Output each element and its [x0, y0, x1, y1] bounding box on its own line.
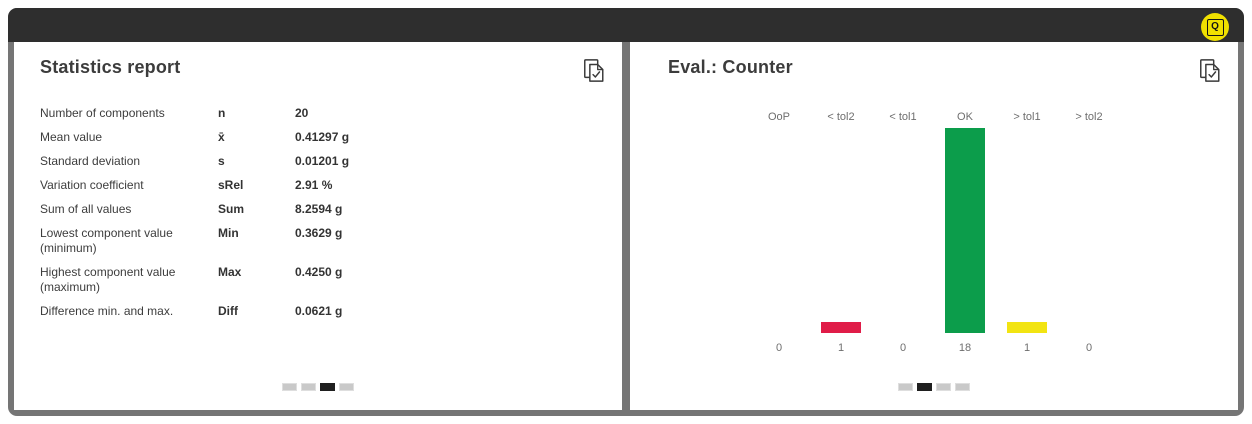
statistics-report-panel: Statistics report Number of components n 2… [14, 42, 622, 410]
stats-row: Number of components n 20 [40, 106, 460, 121]
app-window: Q Statistics report Number of components… [8, 8, 1244, 416]
q-letter: Q [1211, 21, 1219, 32]
title-bar [8, 8, 1244, 42]
page-indicator-dot[interactable] [282, 383, 297, 391]
stats-value: 2.91 % [295, 178, 333, 192]
chart-bar-column [810, 128, 872, 333]
quick-access-button[interactable]: Q [1201, 13, 1229, 41]
statistics-pagination [14, 383, 622, 391]
chart-bar [821, 322, 861, 333]
page-indicator-dot[interactable] [917, 383, 932, 391]
chart-bars [748, 128, 1120, 333]
chart-category-label: < tol2 [827, 111, 855, 123]
chart-category-label: OoP [767, 111, 790, 123]
page-indicator-dot[interactable] [320, 383, 335, 391]
stats-label: Sum of all values [40, 202, 132, 216]
stats-value: 8.2594 g [295, 202, 343, 216]
stats-row: Difference min. and max. Diff 0.0621 g [40, 304, 460, 319]
stats-label: Standard deviation [40, 154, 141, 168]
stats-label: Variation coefficient [40, 178, 144, 192]
statistics-report-title: Statistics report [40, 57, 181, 77]
page-indicator-dot[interactable] [301, 383, 316, 391]
stats-symbol: Max [218, 265, 242, 279]
statistics-report-header: Statistics report [14, 42, 622, 84]
chart-category-labels: OoP < tol2 < tol1 OK > tol1 > tol2 [748, 110, 1120, 124]
counter-eval-header: Eval.: Counter [630, 42, 1238, 84]
copy-report-icon[interactable] [1198, 57, 1222, 84]
stats-row: Sum of all values Sum 8.2594 g [40, 202, 460, 217]
stats-label: Highest component value (maximum) [40, 265, 176, 294]
stats-label: Mean value [40, 130, 103, 144]
chart-bar [1007, 322, 1047, 333]
stats-label: Difference min. and max. [40, 304, 174, 318]
chart-bar-column [872, 128, 934, 333]
counter-eval-panel: Eval.: Counter OoP < tol2 < tol1 OK > tol1 > … [630, 42, 1238, 410]
stats-value: 0.41297 g [295, 130, 350, 144]
page-indicator-dot[interactable] [955, 383, 970, 391]
copy-report-icon[interactable] [582, 57, 606, 84]
chart-value-label: 0 [899, 342, 907, 354]
chart-value-label: 0 [775, 342, 783, 354]
stats-row: Lowest component value (minimum) Min 0.362… [40, 226, 460, 256]
chart-bar [945, 128, 985, 333]
stats-symbol: n [218, 106, 226, 120]
chart-value-label: 1 [1023, 342, 1031, 354]
stats-label: Lowest component value (minimum) [40, 226, 173, 255]
counter-eval-title: Eval.: Counter [668, 57, 793, 77]
page-indicator-dot[interactable] [898, 383, 913, 391]
stats-row: Highest component value (maximum) Max 0.42… [40, 265, 460, 295]
page-indicator-dot[interactable] [936, 383, 951, 391]
chart-bar-column [996, 128, 1058, 333]
stats-value: 0.4250 g [295, 265, 343, 279]
stats-value: 0.01201 g [295, 154, 350, 168]
chart-value-label: 18 [958, 342, 972, 354]
chart-category-label: > tol2 [1075, 111, 1103, 123]
page-indicator-dot[interactable] [339, 383, 354, 391]
chart-category-label: OK [957, 111, 973, 123]
stats-symbol: x̄ [218, 130, 225, 144]
content-area: Statistics report Number of components n 2… [14, 42, 1238, 410]
q-frame-icon: Q [1206, 18, 1224, 36]
stats-row: Standard deviation s 0.01201 g [40, 154, 460, 169]
stats-symbol: Diff [218, 304, 238, 318]
statistics-table: Number of components n 20 Mean value x̄ 0.412… [40, 106, 460, 319]
chart-value-label: 0 [1085, 342, 1093, 354]
chart-category-label: < tol1 [889, 111, 917, 123]
stats-symbol: Min [218, 226, 239, 240]
counter-pagination [630, 383, 1238, 391]
stats-value: 0.3629 g [295, 226, 343, 240]
counter-bar-chart: OoP < tol2 < tol1 OK > tol1 > tol2 0 1 0 18 1 0 [748, 110, 1120, 355]
stats-symbol: sRel [218, 178, 244, 192]
stats-label: Number of components [40, 106, 165, 120]
stats-symbol: s [218, 154, 225, 168]
chart-bar-column [1058, 128, 1120, 333]
chart-bar-column [934, 128, 996, 333]
chart-category-label: > tol1 [1013, 111, 1041, 123]
stats-row: Variation coefficient sRel 2.91 % [40, 178, 460, 193]
chart-value-label: 1 [837, 342, 845, 354]
stats-value: 20 [295, 106, 309, 120]
stats-row: Mean value x̄ 0.41297 g [40, 130, 460, 145]
chart-bar-column [748, 128, 810, 333]
stats-symbol: Sum [218, 202, 245, 216]
stats-value: 0.0621 g [295, 304, 343, 318]
chart-value-labels: 0 1 0 18 1 0 [748, 341, 1120, 355]
